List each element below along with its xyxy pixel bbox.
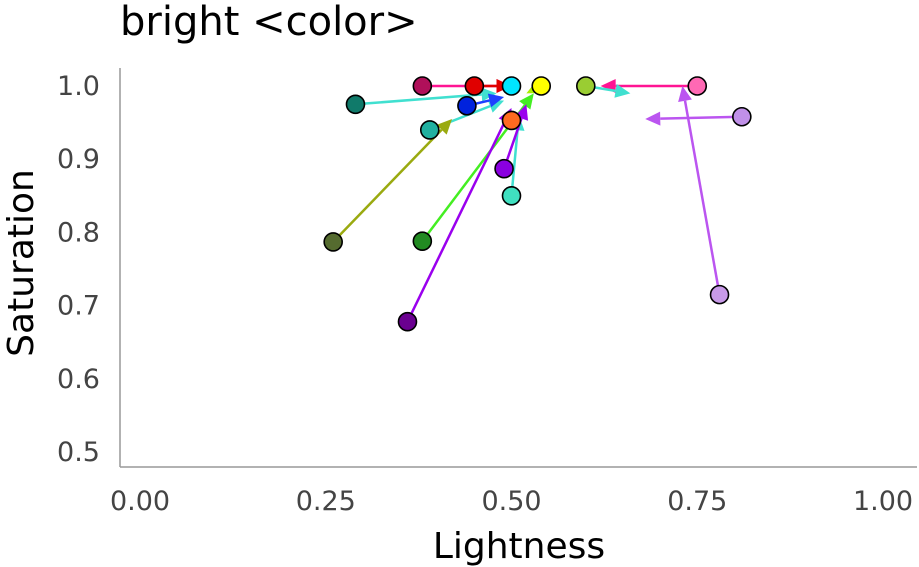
arrow-head: [678, 86, 692, 102]
data-point: [412, 231, 433, 251]
y-tick-label: 0.8: [57, 217, 100, 248]
data-point: [345, 94, 366, 115]
data-point: [464, 76, 485, 96]
data-point: [323, 232, 343, 252]
x-tick-label: 0.00: [110, 486, 170, 517]
point-layer: [323, 76, 752, 332]
data-point: [397, 311, 418, 332]
y-tick-label: 0.9: [57, 144, 100, 175]
x-axis-title: Lightness: [433, 526, 605, 567]
data-point: [501, 186, 522, 206]
x-tick-label: 1.00: [853, 486, 913, 517]
y-tick-label: 0.5: [57, 437, 100, 468]
arrow-head: [487, 93, 505, 108]
arrow-head: [614, 83, 631, 98]
data-point: [531, 76, 552, 96]
data-point: [501, 76, 522, 96]
data-point: [419, 120, 440, 140]
y-axis-title: Saturation: [1, 169, 42, 357]
y-tick-label: 0.7: [57, 291, 100, 322]
arrow-head: [519, 93, 534, 110]
data-point: [732, 106, 752, 127]
data-point: [687, 76, 708, 96]
arrow-shaft: [683, 100, 721, 295]
data-point: [575, 76, 596, 96]
data-point: [709, 284, 730, 305]
arrow-head: [436, 118, 453, 135]
data-point: [494, 158, 514, 179]
arrow-shaft: [406, 120, 507, 323]
chart-title: bright <color>: [120, 0, 418, 45]
y-tick-label: 1.0: [57, 71, 100, 102]
arrow-shaft: [510, 130, 519, 196]
y-tick-label: 0.6: [57, 364, 100, 395]
data-point: [457, 95, 477, 116]
x-tick-label: 0.75: [667, 486, 727, 517]
x-tick-label: 0.25: [296, 486, 356, 517]
data-point: [501, 110, 522, 131]
arrow-shaft: [332, 128, 443, 243]
x-tick-label: 0.50: [481, 486, 541, 517]
data-point: [412, 76, 433, 96]
arrow-shaft: [355, 93, 482, 106]
arrow-layer: [332, 79, 742, 323]
x-axis-ticks: 0.00 0.25 0.50 0.75 1.00: [110, 486, 913, 517]
arrow-head: [645, 111, 661, 126]
y-axis-ticks: 0.5 0.6 0.7 0.8 0.9 1.0: [57, 71, 100, 468]
arrow-shaft: [660, 115, 742, 120]
